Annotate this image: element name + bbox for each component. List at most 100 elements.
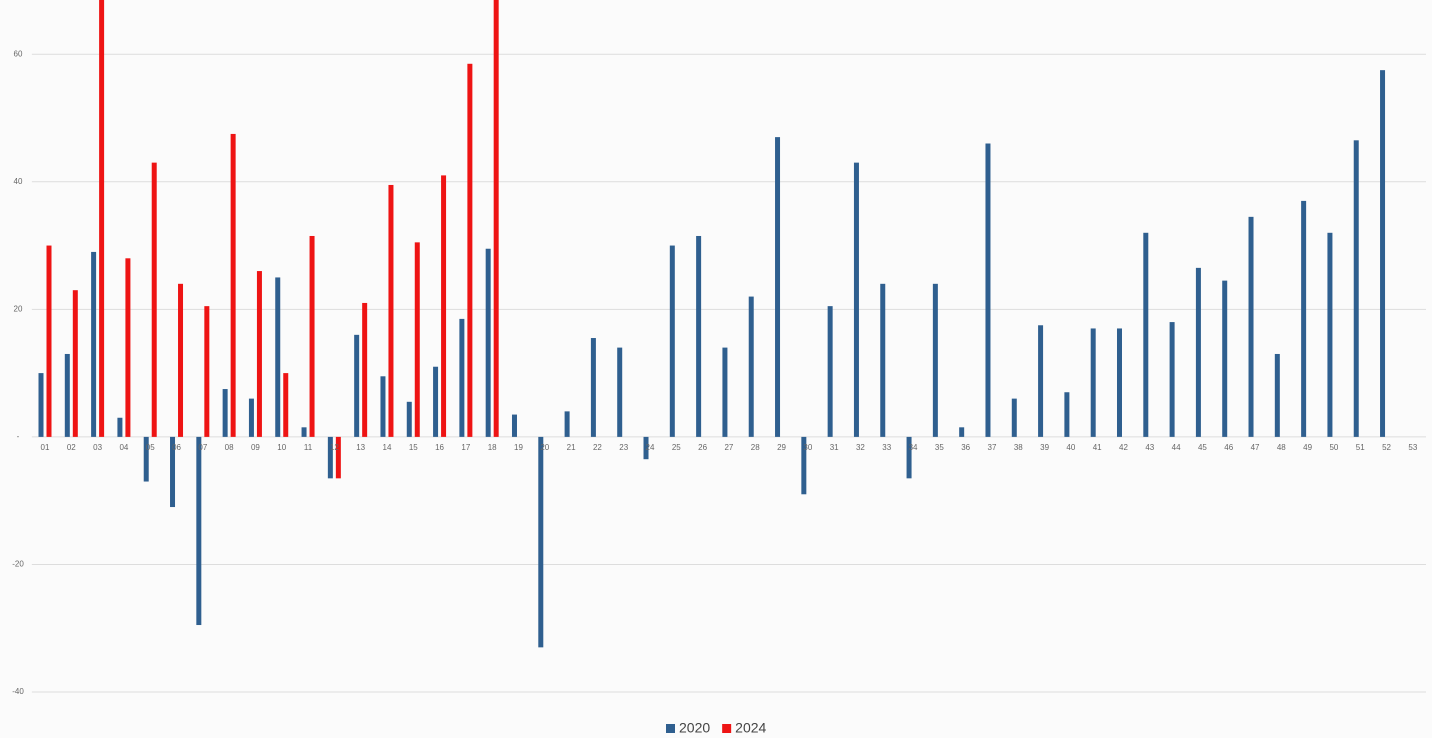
x-tick-label: 35	[935, 443, 944, 452]
x-tick-label: 46	[1224, 443, 1233, 452]
y-tick-label: -20	[12, 560, 24, 569]
x-tick-label: 09	[251, 443, 260, 452]
bars	[38, 0, 1386, 648]
x-tick-label: 49	[1303, 443, 1312, 452]
bar	[327, 436, 333, 479]
bar	[1169, 322, 1175, 437]
x-tick-label: 24	[646, 443, 655, 452]
bar	[256, 271, 262, 437]
bar	[283, 373, 289, 437]
bar	[1116, 328, 1122, 437]
x-tick-label: 38	[1014, 443, 1023, 452]
legend-swatch	[666, 724, 675, 733]
x-tick-label: 03	[93, 443, 102, 452]
bar	[1011, 398, 1017, 437]
bar	[151, 162, 157, 437]
bar	[1222, 280, 1228, 437]
x-tick-label: 47	[1251, 443, 1260, 452]
bar	[1090, 328, 1096, 437]
legend-label: 2024	[735, 720, 766, 736]
y-tick-label: 60	[14, 49, 23, 58]
x-tick-label: 12	[330, 443, 339, 452]
bar	[853, 162, 859, 437]
bar	[985, 143, 991, 437]
bar	[1064, 392, 1070, 437]
x-tick-label: 53	[1408, 443, 1417, 452]
x-tick-label: 52	[1382, 443, 1391, 452]
x-tick-label: 13	[356, 443, 365, 452]
x-tick-label: 51	[1356, 443, 1365, 452]
x-tick-label: 04	[119, 443, 128, 452]
x-tick-label: 29	[777, 443, 786, 452]
bar	[932, 283, 938, 437]
bar	[1248, 216, 1254, 437]
bar	[196, 436, 202, 626]
x-tick-label: 14	[383, 443, 392, 452]
bar	[125, 258, 131, 437]
bar	[643, 436, 649, 460]
bar	[1380, 70, 1386, 437]
x-tick-label: 33	[882, 443, 891, 452]
x-tick-label: 32	[856, 443, 865, 452]
x-tick-label: 19	[514, 443, 523, 452]
grid	[31, 53, 1426, 693]
bar	[301, 427, 307, 437]
bar	[1353, 140, 1359, 437]
x-tick-label: 45	[1198, 443, 1207, 452]
bar	[748, 296, 754, 437]
y-tick-label: -	[17, 432, 20, 441]
bar	[91, 251, 97, 437]
x-tick-label: 10	[277, 443, 286, 452]
bar	[354, 334, 360, 437]
x-tick-label: 16	[435, 443, 444, 452]
bar	[1195, 267, 1201, 437]
y-tick-label: 40	[14, 177, 23, 186]
y-tick-label: 20	[14, 304, 23, 313]
bar	[485, 248, 491, 437]
bar	[538, 436, 544, 648]
bar	[959, 427, 965, 437]
x-tick-label: 34	[909, 443, 918, 452]
x-tick-label: 25	[672, 443, 681, 452]
x-tick-label: 07	[198, 443, 207, 452]
bar	[775, 137, 781, 437]
bar	[1038, 325, 1044, 437]
x-tick-label: 42	[1119, 443, 1128, 452]
bar	[590, 338, 596, 437]
bar	[1327, 232, 1333, 437]
x-tick-label: 18	[488, 443, 497, 452]
bar	[1274, 353, 1280, 437]
bar	[388, 184, 394, 437]
x-tick-label: 20	[540, 443, 549, 452]
bar	[459, 318, 465, 437]
bar	[117, 417, 123, 437]
x-tick-label: 27	[724, 443, 733, 452]
bar	[170, 436, 176, 508]
legend: 2020 2024	[666, 720, 767, 736]
bar	[335, 436, 341, 479]
bar	[143, 436, 149, 482]
x-tick-label: 06	[172, 443, 181, 452]
bar	[248, 398, 254, 437]
bar	[669, 245, 675, 437]
x-tick-label: 44	[1172, 443, 1181, 452]
bar	[696, 235, 702, 437]
x-tick-label: 26	[698, 443, 707, 452]
bar	[617, 347, 623, 437]
x-tick-label: 48	[1277, 443, 1286, 452]
bar	[511, 414, 517, 437]
bar	[1301, 200, 1307, 437]
x-tick-label: 11	[304, 443, 313, 452]
x-tick-label: 30	[803, 443, 812, 452]
bar	[222, 389, 228, 437]
x-tick-label: 40	[1066, 443, 1075, 452]
bar	[441, 175, 447, 437]
bar	[1143, 232, 1149, 437]
x-tick-label: 31	[830, 443, 839, 452]
bar	[380, 376, 386, 437]
bar	[433, 366, 439, 437]
bar	[467, 63, 473, 437]
bar	[38, 373, 44, 437]
